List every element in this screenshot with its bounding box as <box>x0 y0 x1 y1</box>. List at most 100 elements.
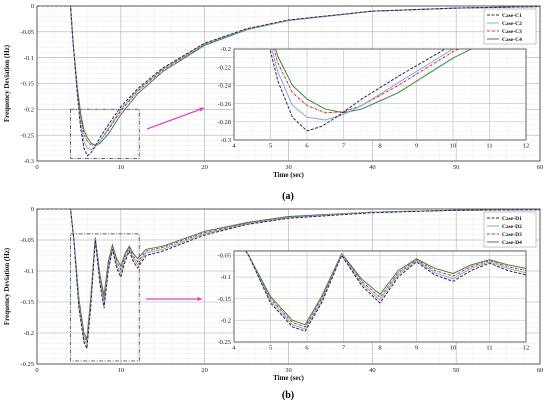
legend-entry: Case-C1 <box>502 13 522 19</box>
y-tick-label: -0.15 <box>20 299 34 306</box>
y-tick-label: -0.05 <box>20 237 34 244</box>
y-tick-label: -0.25 <box>20 132 34 139</box>
x-tick-label: 60 <box>537 367 544 374</box>
x-axis-label: Time (sec) <box>273 171 304 179</box>
y-tick-label: -0.3 <box>24 158 34 165</box>
zoom-box <box>70 108 140 159</box>
legend-entry: Case-D1 <box>502 216 522 222</box>
legend-entry: Case-D3 <box>502 232 522 238</box>
y-tick-label: -0.1 <box>24 268 34 275</box>
inset-series-line-case-c2 <box>271 49 455 121</box>
inset-y-tick-label: -0.1 <box>221 274 231 281</box>
inset-series-line-case-d4 <box>245 251 526 326</box>
series-group <box>37 209 540 351</box>
inset-y-tick-label: -0.05 <box>217 253 231 260</box>
series-line-case-d2 <box>37 209 540 348</box>
series-line-case-d4 <box>37 209 540 342</box>
inset-frame <box>233 250 527 343</box>
plot-frame <box>36 5 541 162</box>
x-tick-label: 50 <box>453 367 460 374</box>
caption-a: (a) <box>282 191 294 202</box>
y-tick-label: -0.25 <box>20 361 34 368</box>
y-axis-label: Frequency Deviation (Hz) <box>3 44 11 122</box>
x-tick-label: 40 <box>369 164 376 171</box>
legend-entry: Case-C4 <box>502 37 522 43</box>
series-line-case-d1 <box>37 209 540 351</box>
x-tick-label: 0 <box>35 164 38 171</box>
y-tick-label: -0.1 <box>24 55 34 62</box>
inset-x-tick-label: 6 <box>305 345 309 352</box>
inset-x-tick-label: 7 <box>342 345 346 352</box>
inset-series-line-case-c4 <box>275 49 473 114</box>
x-tick-label: 30 <box>285 367 292 374</box>
inset-x-tick-label: 6 <box>305 143 309 150</box>
y-tick-label: 0 <box>31 206 34 213</box>
inset-x-tick-label: 11 <box>486 345 492 352</box>
plot-frame <box>36 208 541 365</box>
x-tick-label: 60 <box>537 164 544 171</box>
x-tick-label: 0 <box>35 367 38 374</box>
y-axis-label: Frequency Deviation (Hz) <box>3 247 11 325</box>
y-tick-label: -0.2 <box>24 330 34 337</box>
series-line-case-c1 <box>37 6 540 157</box>
legend-entry: Case-C3 <box>502 29 522 35</box>
inset-x-tick-label: 10 <box>450 143 457 150</box>
inset-x-tick-label: 4 <box>232 143 236 150</box>
inset-y-tick-label: -0.28 <box>217 119 231 126</box>
y-tick-label: -0.15 <box>20 81 34 88</box>
inset-x-tick-label: 11 <box>486 143 492 150</box>
legend-entry: Case-C2 <box>502 21 522 27</box>
inset-y-tick-label: -0.22 <box>217 64 231 71</box>
inset-series-line-case-c1 <box>269 49 447 132</box>
inset-y-tick-label: -0.15 <box>217 296 231 303</box>
inset-x-tick-label: 7 <box>342 143 346 150</box>
x-tick-label: 20 <box>201 367 208 374</box>
chart-panel-a: 0 10 20 30 40 50 600-0.05-0.1-0.15-0.2-0.25-0.… <box>3 3 544 179</box>
x-tick-label: 40 <box>369 367 376 374</box>
inset-y-tick-label: -0.3 <box>221 137 231 144</box>
legend: Case-D1 Case-D2 Case-D3 Case-D4 <box>483 211 537 248</box>
chart-panel-b: 0 10 20 30 40 50 600-0.05-0.1-0.15-0.2-0.25Tim… <box>3 206 544 382</box>
zoom-arrow <box>146 107 205 130</box>
x-axis-label: Time (sec) <box>273 374 304 382</box>
inset-y-tick-label: -0.24 <box>217 83 231 90</box>
inset-x-tick-label: 9 <box>415 345 418 352</box>
inset-x-tick-label: 8 <box>378 345 381 352</box>
x-tick-label: 10 <box>118 367 125 374</box>
y-tick-label: -0.2 <box>24 107 34 114</box>
inset-series-group <box>245 251 526 332</box>
x-tick-label: 30 <box>285 164 292 171</box>
series-line-case-d3 <box>37 209 540 345</box>
inset-series-line-case-d3 <box>245 251 526 328</box>
inset-x-tick-label: 4 <box>232 345 236 352</box>
caption-b: (b) <box>282 390 294 401</box>
inset-x-tick-label: 12 <box>523 345 530 352</box>
inset-y-tick-label: -0.25 <box>217 339 231 346</box>
inset-frame <box>233 48 527 141</box>
inset-x-tick-label: 8 <box>378 143 381 150</box>
y-tick-label: -0.05 <box>20 29 34 36</box>
legend-entry: Case-D2 <box>502 224 522 230</box>
y-tick-label: 0 <box>31 3 34 10</box>
zoom-box <box>70 233 140 362</box>
x-tick-label: 20 <box>201 164 208 171</box>
zoom-arrow-head <box>199 107 204 112</box>
inset-x-tick-label: 12 <box>523 143 530 150</box>
legend: Case-C1 Case-C2 Case-C3 Case-C4 <box>483 8 537 45</box>
inset-x-tick-label: 9 <box>415 143 418 150</box>
inset-series-group <box>269 49 473 132</box>
inset-series-line-case-d1 <box>245 251 526 332</box>
inset-series-line-case-d2 <box>245 251 526 330</box>
inset-y-tick-label: -0.2 <box>221 46 231 53</box>
x-tick-label: 10 <box>118 164 125 171</box>
series-group <box>37 6 540 157</box>
inset-x-tick-label: 10 <box>450 345 457 352</box>
zoom-arrow-head <box>197 296 202 302</box>
legend-entry: Case-D4 <box>502 240 522 246</box>
inset-x-tick-label: 5 <box>269 143 272 150</box>
inset-y-tick-label: -0.26 <box>217 101 231 108</box>
inset-x-tick-label: 5 <box>269 345 272 352</box>
x-tick-label: 50 <box>453 164 460 171</box>
inset-y-tick-label: -0.2 <box>221 318 231 325</box>
